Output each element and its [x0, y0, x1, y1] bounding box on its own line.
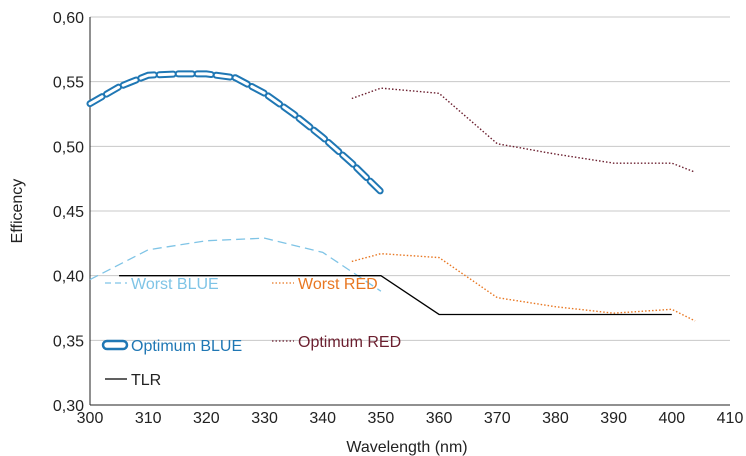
y-tick-label: 0,30 — [53, 398, 84, 415]
series-line-optimum-blue — [86, 70, 385, 196]
x-tick-label: 350 — [368, 410, 395, 427]
legend-worst-red-label: Worst RED — [298, 276, 378, 293]
y-tick-label: 0,35 — [53, 333, 84, 350]
y-axis-title: Efficency — [9, 179, 26, 244]
x-tick-label: 310 — [135, 410, 162, 427]
legend-optimum-red-label: Optimum RED — [298, 334, 401, 351]
series-line-worst-red — [351, 252, 696, 322]
legend-tlr-label: TLR — [131, 372, 161, 389]
series-line-optimum-red — [351, 87, 696, 173]
series-line-tlr — [119, 275, 672, 316]
y-tick-label: 0,55 — [53, 75, 84, 92]
x-tick-label: 410 — [717, 410, 744, 427]
x-tick-label: 370 — [484, 410, 511, 427]
y-tick-label: 0,60 — [53, 10, 84, 27]
y-tick-label: 0,45 — [53, 204, 84, 221]
x-tick-label: 340 — [309, 410, 336, 427]
series-line-worst-blue — [89, 237, 382, 292]
x-axis-title: Wavelength (nm) — [346, 439, 467, 456]
x-tick-label: 300 — [77, 410, 104, 427]
x-tick-label: 380 — [542, 410, 569, 427]
legend-optimum-blue-swatch — [101, 339, 129, 351]
x-tick-label: 330 — [251, 410, 278, 427]
x-tick-label: 360 — [426, 410, 453, 427]
legend-optimum-blue-label: Optimum BLUE — [131, 338, 242, 355]
legend-worst-blue-label: Worst BLUE — [131, 276, 219, 293]
x-tick-label: 390 — [600, 410, 627, 427]
y-tick-label: 0,40 — [53, 269, 84, 286]
x-tick-label: 320 — [193, 410, 220, 427]
x-tick-label: 400 — [658, 410, 685, 427]
y-tick-label: 0,50 — [53, 139, 84, 156]
series-line-optimum-blue-inner — [88, 72, 383, 194]
